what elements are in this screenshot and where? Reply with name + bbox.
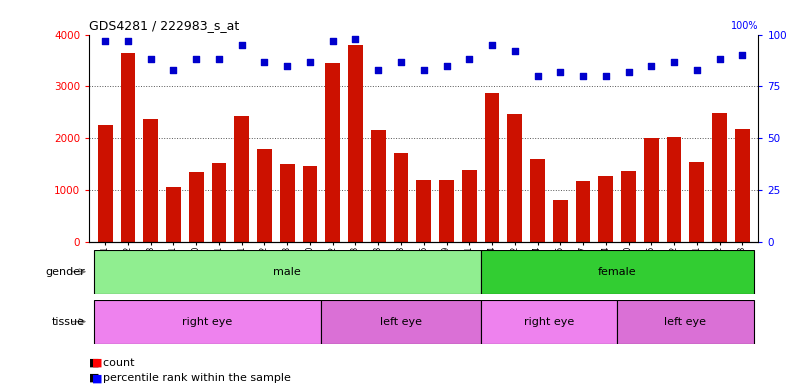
Text: left eye: left eye [664, 316, 706, 327]
Bar [576, 181, 590, 242]
Point [690, 67, 703, 73]
Point [167, 67, 180, 73]
Point [212, 56, 225, 63]
Point [667, 58, 680, 65]
Text: ■ count: ■ count [89, 358, 135, 368]
Bar [94, 250, 481, 294]
Bar [439, 180, 454, 242]
Bar [371, 131, 385, 242]
Bar [321, 300, 481, 344]
Point [554, 69, 567, 75]
Bar [257, 149, 272, 242]
Bar [166, 187, 181, 242]
Bar [485, 93, 500, 242]
Bar [553, 200, 568, 242]
Bar [98, 125, 113, 242]
Bar [530, 159, 545, 242]
Text: ■: ■ [92, 358, 102, 368]
Text: gender: gender [45, 266, 85, 277]
Bar [280, 164, 294, 242]
Bar [325, 63, 340, 242]
Bar [393, 153, 409, 242]
Text: right eye: right eye [524, 316, 574, 327]
Bar [212, 163, 226, 242]
Text: tissue: tissue [52, 316, 85, 327]
Point [736, 52, 749, 58]
Point [508, 48, 521, 54]
Text: 100%: 100% [731, 22, 758, 31]
Bar [667, 137, 681, 242]
Text: female: female [598, 266, 637, 277]
Bar [689, 162, 704, 242]
Bar [621, 171, 636, 242]
Point [531, 73, 544, 79]
Point [122, 38, 135, 44]
Point [235, 42, 248, 48]
Point [599, 73, 612, 79]
Point [190, 56, 203, 63]
Text: male: male [273, 266, 301, 277]
Text: ■ percentile rank within the sample: ■ percentile rank within the sample [89, 373, 291, 383]
Point [349, 36, 362, 42]
Point [144, 56, 157, 63]
Point [418, 67, 431, 73]
Point [303, 58, 316, 65]
Bar [508, 114, 522, 242]
Bar [121, 53, 135, 242]
Point [463, 56, 476, 63]
Bar [644, 138, 659, 242]
Point [99, 38, 112, 44]
Point [622, 69, 635, 75]
Bar [599, 176, 613, 242]
Text: GDS4281 / 222983_s_at: GDS4281 / 222983_s_at [89, 19, 239, 32]
Point [371, 67, 384, 73]
Bar [234, 116, 249, 242]
Bar [617, 300, 753, 344]
Point [394, 58, 407, 65]
Bar [303, 166, 317, 242]
Point [326, 38, 339, 44]
Bar [712, 113, 727, 242]
Bar [462, 170, 477, 242]
Bar [481, 250, 753, 294]
Bar [144, 119, 158, 242]
Point [486, 42, 499, 48]
Point [645, 63, 658, 69]
Text: ■: ■ [92, 373, 102, 383]
Bar [189, 172, 204, 242]
Point [577, 73, 590, 79]
Point [281, 63, 294, 69]
Bar [94, 300, 321, 344]
Point [440, 63, 453, 69]
Bar [481, 300, 617, 344]
Bar [735, 129, 749, 242]
Text: right eye: right eye [182, 316, 233, 327]
Text: left eye: left eye [380, 316, 422, 327]
Bar [416, 180, 431, 242]
Point [258, 58, 271, 65]
Bar [348, 45, 363, 242]
Point [713, 56, 726, 63]
